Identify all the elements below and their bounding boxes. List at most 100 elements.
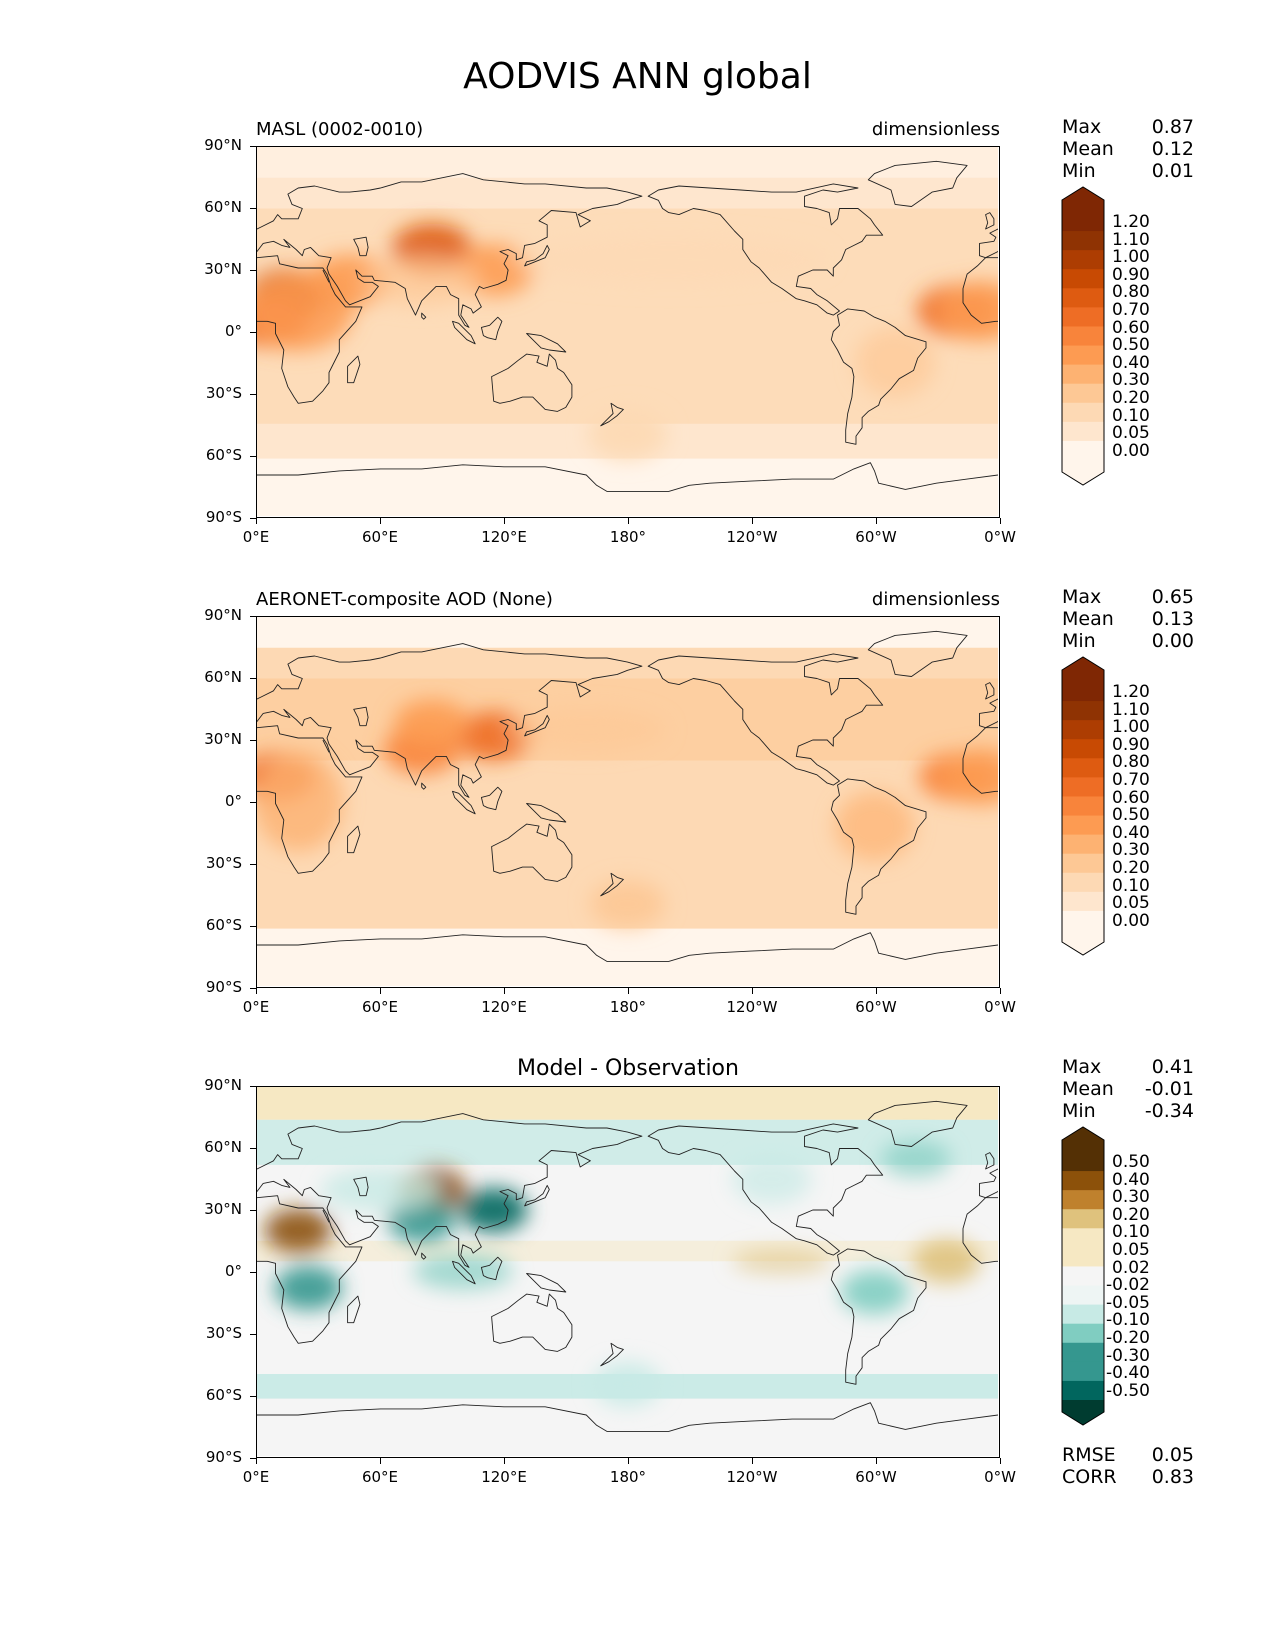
y-tick xyxy=(250,1457,256,1459)
colorbar-segment xyxy=(1062,796,1104,817)
x-tick xyxy=(875,1458,877,1464)
colorbar-segment xyxy=(1062,720,1104,740)
colorbar-segment xyxy=(1062,383,1104,404)
y-tick-label: 90°S xyxy=(205,508,242,526)
panel-title-left: MASL (0002-0010) xyxy=(256,119,424,140)
colorbar-extend-top xyxy=(1062,187,1104,212)
colorbar xyxy=(1061,656,1105,956)
x-tick-label: 0°W xyxy=(984,998,1016,1016)
y-tick xyxy=(250,517,256,519)
colorbar-segment xyxy=(1062,1190,1104,1210)
coastline-antarctica xyxy=(257,1402,998,1432)
colorbar-segment xyxy=(1062,1266,1104,1287)
colorbar-level: 0.90 xyxy=(1112,734,1150,755)
coastline-japan xyxy=(524,1184,550,1207)
x-tick-label: 120°E xyxy=(481,528,527,546)
field-feature xyxy=(257,751,344,852)
y-tick xyxy=(250,925,256,927)
stats-box: Max 0.41 Mean -0.01 Min -0.34 xyxy=(1062,1056,1194,1122)
y-tick xyxy=(250,1271,256,1273)
colorbar-segment xyxy=(1062,269,1104,289)
coastline-newguinea xyxy=(526,803,567,823)
colorbar-level: 0.40 xyxy=(1112,1169,1150,1190)
colorbar-outline xyxy=(1061,656,1105,956)
stat-label: Mean xyxy=(1062,608,1114,630)
y-tick xyxy=(250,615,256,617)
coastlines xyxy=(257,1100,998,1432)
colorbar-segment xyxy=(1062,326,1104,347)
colorbar-segment xyxy=(1062,815,1104,836)
colorbar-level: 0.05 xyxy=(1112,1240,1150,1260)
stat-label: Max xyxy=(1062,586,1102,608)
panel-observation: AERONET-composite AOD (None) dimensionle… xyxy=(0,586,1275,1056)
colorbar-level: 0.40 xyxy=(1112,352,1150,373)
colorbar-extend-bottom xyxy=(1062,930,1104,955)
x-tick-label: 0°E xyxy=(242,1468,270,1486)
y-tick-label: 60°N xyxy=(204,668,242,686)
y-tick-label: 60°S xyxy=(205,916,242,934)
field-band-north xyxy=(257,1119,998,1165)
colorbar-extend-bottom xyxy=(1062,1400,1104,1425)
x-tick xyxy=(379,1458,381,1464)
coastline-madagascar xyxy=(347,825,361,854)
field-feature xyxy=(508,234,829,285)
field-feature xyxy=(274,1265,343,1310)
colorbar-segment xyxy=(1062,1209,1104,1229)
y-tick-label: 90°N xyxy=(204,1076,242,1094)
coastline-japan xyxy=(524,714,550,737)
colorbar-level: -0.02 xyxy=(1106,1275,1150,1296)
colorbar-segment xyxy=(1062,1247,1104,1267)
y-tick-label: 30°N xyxy=(204,260,242,278)
metric-label: RMSE xyxy=(1062,1444,1116,1466)
x-tick xyxy=(751,518,753,524)
x-tick xyxy=(627,1458,629,1464)
x-tick-label: 60°E xyxy=(361,528,399,546)
x-tick-label: 0°E xyxy=(242,528,270,546)
colorbar-outline xyxy=(1061,186,1105,486)
figure-title: AODVIS ANN global xyxy=(463,56,812,97)
stat-mean: 0.12 xyxy=(1151,138,1194,160)
y-tick-label: 30°S xyxy=(205,854,242,872)
x-tick-label: 180° xyxy=(609,528,647,546)
map-model xyxy=(256,146,1000,518)
y-tick xyxy=(250,455,256,457)
colorbar-segment xyxy=(1062,1285,1104,1306)
colorbar-segment xyxy=(1062,739,1104,759)
colorbar-segment xyxy=(1062,250,1104,270)
field-feature xyxy=(264,1208,333,1253)
colorbar-segment xyxy=(1062,891,1104,912)
coastline-antarctica xyxy=(257,462,998,492)
field-feature xyxy=(361,255,482,306)
colorbar-level: 0.30 xyxy=(1112,840,1150,861)
coastline-newzealand xyxy=(600,872,624,897)
x-tick-label: 60°W xyxy=(855,998,897,1016)
colorbar-level: -0.40 xyxy=(1106,1363,1150,1384)
y-tick xyxy=(250,987,256,989)
y-tick-label: 60°N xyxy=(204,1138,242,1156)
coastline-australia xyxy=(491,823,573,882)
coastline-uk xyxy=(985,212,995,230)
y-tick xyxy=(250,1085,256,1087)
y-tick-label: 90°N xyxy=(204,606,242,624)
y-tick-label: 60°S xyxy=(205,1386,242,1404)
x-tick-label: 120°W xyxy=(726,528,778,546)
x-tick-label: 60°W xyxy=(855,1468,897,1486)
colorbar-level: 0.20 xyxy=(1112,1204,1150,1225)
colorbar-segment xyxy=(1062,1342,1104,1363)
colorbar-level: -0.30 xyxy=(1106,1345,1150,1366)
coastline-australia xyxy=(491,353,573,412)
field-feature xyxy=(834,791,915,862)
y-tick xyxy=(250,393,256,395)
colorbar-segment xyxy=(1062,288,1104,308)
colorbar-level: 1.10 xyxy=(1112,229,1150,250)
colorbar-segment xyxy=(1062,212,1104,232)
field-feature xyxy=(731,1154,812,1205)
coastline-antarctica xyxy=(257,932,998,962)
coastline-africa xyxy=(257,1195,363,1344)
y-tick-label: 0° xyxy=(224,322,242,340)
coastline-srilanka xyxy=(421,782,427,790)
stats-box: Max 0.87 Mean 0.12 Min 0.01 xyxy=(1062,116,1194,182)
metric-label: CORR xyxy=(1062,1466,1117,1488)
y-tick-label: 90°N xyxy=(204,136,242,154)
coastline-newguinea xyxy=(526,333,567,353)
